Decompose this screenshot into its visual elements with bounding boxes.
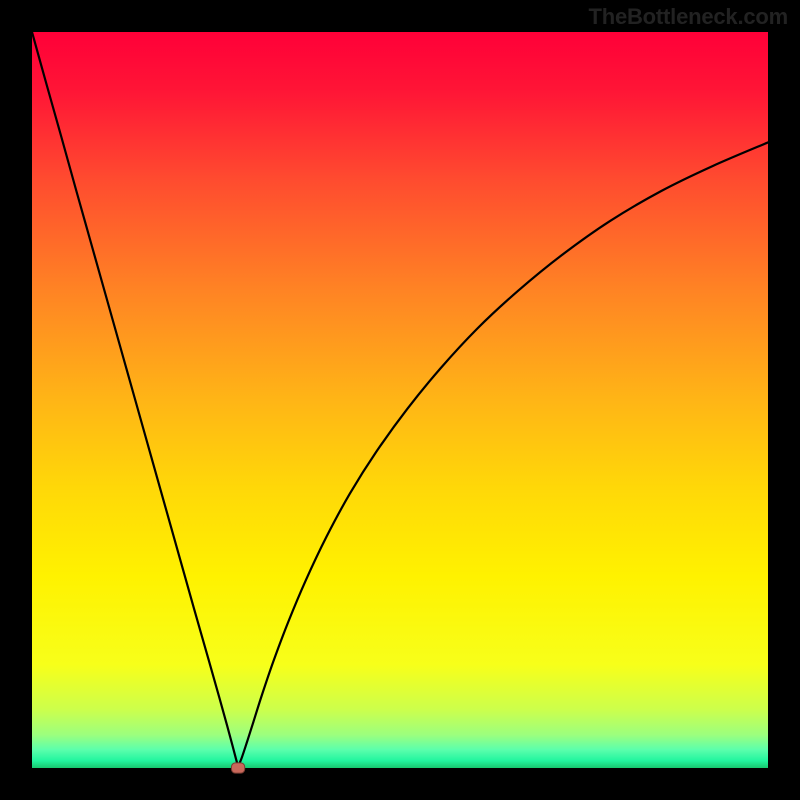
bottleneck-chart-container: TheBottleneck.com: [0, 0, 800, 800]
chart-plot-area: [32, 32, 768, 768]
watermark-text: TheBottleneck.com: [588, 4, 788, 30]
bottleneck-chart: [0, 0, 800, 800]
optimal-point-marker: [231, 763, 244, 773]
